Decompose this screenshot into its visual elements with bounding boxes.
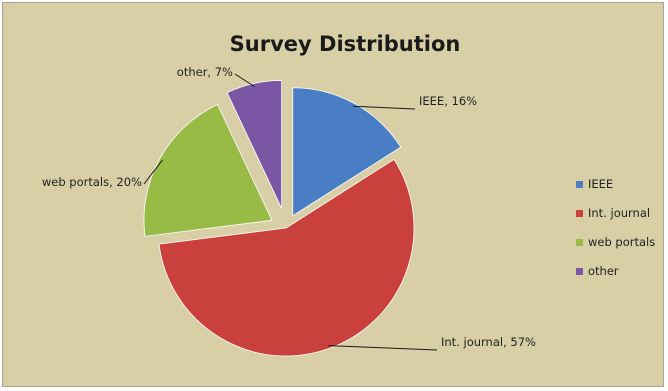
- legend-swatch: [576, 181, 583, 188]
- legend: IEEE Int. journal web portals other: [576, 177, 655, 278]
- legend-label: web portals: [588, 235, 655, 249]
- legend-swatch: [576, 210, 583, 217]
- data-label: other, 7%: [177, 65, 233, 79]
- legend-label: Int. journal: [588, 206, 650, 220]
- legend-swatch: [576, 268, 583, 275]
- legend-label: IEEE: [588, 177, 613, 191]
- pie-slices: [144, 80, 414, 356]
- legend-label: other: [588, 264, 619, 278]
- pie-chart: Survey Distribution IEEE, 16% Int. journa…: [3, 3, 665, 388]
- legend-swatch: [576, 239, 583, 246]
- chart-title: Survey Distribution: [230, 32, 461, 56]
- chart-area: Survey Distribution IEEE, 16% Int. journa…: [2, 2, 664, 387]
- data-label: IEEE, 16%: [419, 94, 477, 108]
- data-label: web portals, 20%: [42, 175, 142, 189]
- leader-line: [328, 346, 437, 350]
- leader-line: [235, 74, 254, 86]
- data-label: Int. journal, 57%: [441, 335, 536, 349]
